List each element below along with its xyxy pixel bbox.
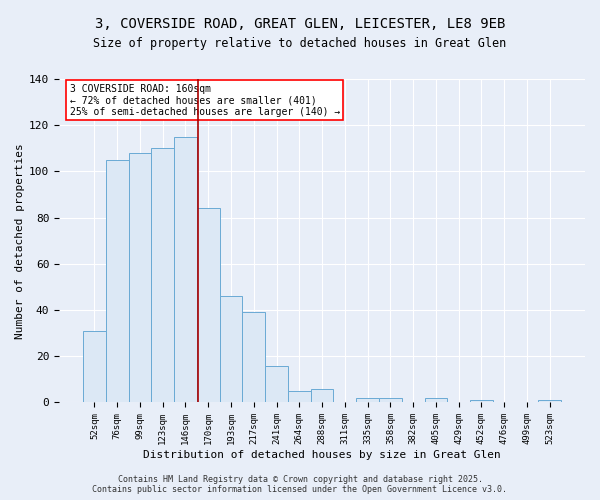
Text: Size of property relative to detached houses in Great Glen: Size of property relative to detached ho…: [94, 38, 506, 51]
Bar: [379, 398, 402, 402]
Bar: [470, 400, 493, 402]
Text: 3, COVERSIDE ROAD, GREAT GLEN, LEICESTER, LE8 9EB: 3, COVERSIDE ROAD, GREAT GLEN, LEICESTER…: [95, 18, 505, 32]
Bar: [197, 208, 220, 402]
Text: 3 COVERSIDE ROAD: 160sqm
← 72% of detached houses are smaller (401)
25% of semi-: 3 COVERSIDE ROAD: 160sqm ← 72% of detach…: [70, 84, 340, 117]
Y-axis label: Number of detached properties: Number of detached properties: [15, 143, 25, 338]
Bar: [288, 391, 311, 402]
Bar: [220, 296, 242, 403]
Bar: [311, 388, 334, 402]
Bar: [83, 331, 106, 402]
Bar: [151, 148, 174, 402]
Bar: [106, 160, 128, 402]
Bar: [425, 398, 447, 402]
Bar: [265, 366, 288, 403]
Text: Contains HM Land Registry data © Crown copyright and database right 2025.
Contai: Contains HM Land Registry data © Crown c…: [92, 474, 508, 494]
Bar: [242, 312, 265, 402]
Bar: [538, 400, 561, 402]
Bar: [128, 153, 151, 402]
X-axis label: Distribution of detached houses by size in Great Glen: Distribution of detached houses by size …: [143, 450, 501, 460]
Bar: [174, 137, 197, 402]
Bar: [356, 398, 379, 402]
